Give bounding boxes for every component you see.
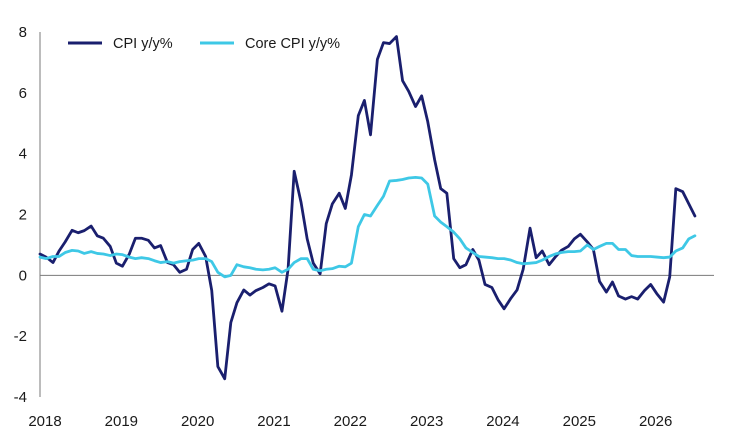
x-tick-label: 2023 [410, 413, 443, 430]
legend-label-core-cpi: Core CPI y/y% [245, 36, 340, 52]
y-tick-label: -2 [14, 328, 27, 345]
y-tick-label: 2 [19, 207, 27, 224]
x-axis: 2018 2019 2020 2021 2022 2023 2024 2025 2026 [28, 413, 672, 430]
x-tick-label: 2021 [257, 413, 290, 430]
y-tick-label: -4 [14, 389, 27, 406]
series-group [38, 35, 697, 381]
x-tick-label: 2020 [181, 413, 214, 430]
legend: CPI y/y% Core CPI y/y% [68, 36, 340, 52]
legend-entry-core-cpi: Core CPI y/y% [200, 36, 340, 52]
series-line-core-cpi [38, 175, 697, 279]
y-tick-label: 6 [19, 85, 27, 102]
series-line-cpi [38, 35, 697, 381]
x-tick-label: 2025 [563, 413, 596, 430]
x-tick-label: 2018 [28, 413, 61, 430]
y-tick-label: 4 [19, 146, 27, 163]
y-tick-label: 0 [19, 267, 27, 284]
y-axis: 8 6 4 2 0 -2 -4 [14, 24, 27, 406]
y-tick-label: 8 [19, 24, 27, 41]
x-tick-label: 2022 [334, 413, 367, 430]
x-tick-label: 2026 [639, 413, 672, 430]
legend-label-cpi: CPI y/y% [113, 36, 173, 52]
x-tick-label: 2019 [105, 413, 138, 430]
x-tick-label: 2024 [486, 413, 519, 430]
legend-entry-cpi: CPI y/y% [68, 36, 173, 52]
